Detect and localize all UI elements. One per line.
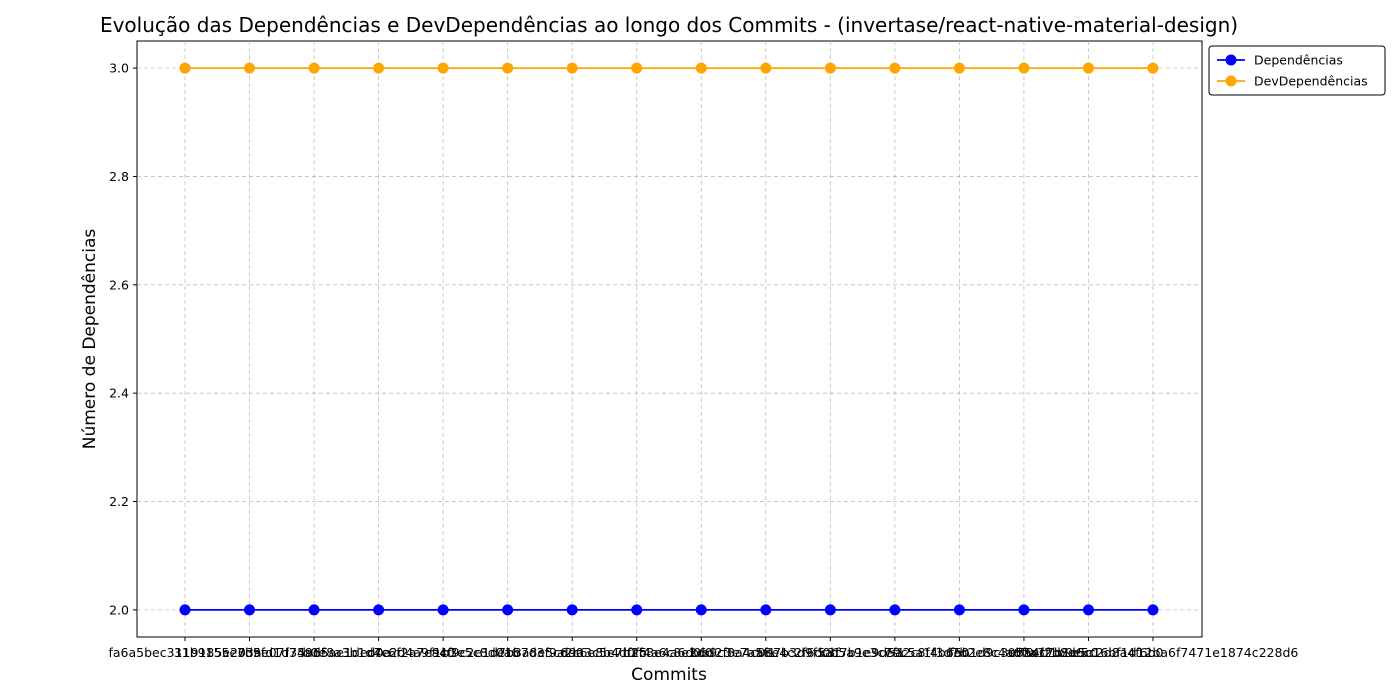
y-tick-label: 2.6 — [109, 277, 129, 292]
y-axis-label: Número de Dependências — [80, 229, 100, 450]
data-point-0 — [308, 604, 320, 616]
data-point-1 — [889, 62, 901, 74]
data-point-1 — [502, 62, 514, 74]
data-point-0 — [1082, 604, 1094, 616]
x-tick-label: 0b5ec7b1e5c16bf1d12ba6f7471e1874c228d6 — [1008, 645, 1299, 660]
x-tick-label: a4f9c2e1d7b3a8e5c6d0 — [432, 645, 584, 660]
x-tick-label: a8e4c2f6d0b5a9e3c7f1 — [756, 645, 905, 660]
data-point-0 — [889, 604, 901, 616]
data-point-1 — [179, 62, 191, 74]
data-point-1 — [373, 62, 385, 74]
series-layer — [179, 62, 1159, 616]
legend-label-0: Dependências — [1254, 53, 1343, 68]
data-point-1 — [824, 62, 836, 74]
y-tick-label: 2.4 — [109, 386, 129, 401]
x-tick-label: d9a3c5e7b1f4a6c8e2d0 — [561, 645, 713, 660]
y-tick-label: 2.8 — [109, 169, 129, 184]
x-tick-label: f5b1d9c3e7a4f2b8d6c0 — [949, 645, 1098, 660]
x-axis-label: Commits — [631, 665, 707, 685]
data-point-0 — [1018, 604, 1030, 616]
legend-marker-1 — [1225, 75, 1237, 87]
x-tick-label: fa6a5bec3119185e203a — [108, 645, 261, 660]
x-tick-label: e9c5a1f3d7b2e8c4a6f0 — [885, 645, 1034, 660]
data-point-0 — [502, 604, 514, 616]
plot-area — [136, 40, 1203, 638]
legend: Dependências DevDependências — [1208, 45, 1386, 96]
data-point-0 — [1147, 604, 1159, 616]
x-axis-ticks: fa6a5bec3119185e203a31b9155e7d9e07f7496f… — [108, 637, 1298, 660]
data-point-0 — [244, 604, 256, 616]
x-tick-label: 31b9155e7d9e07f7496f — [174, 645, 326, 660]
data-point-1 — [760, 62, 772, 74]
y-axis-ticks: 2.0 2.2 2.4 2.6 2.8 3.0 — [109, 61, 137, 617]
y-tick-label: 2.0 — [109, 602, 129, 617]
legend-box — [1208, 45, 1386, 96]
data-point-1 — [695, 62, 707, 74]
data-point-0 — [695, 604, 707, 616]
x-tick-label: b6d2f8a4c0e7b3d9f5a1 — [691, 645, 841, 660]
legend-marker-0 — [1225, 54, 1237, 66]
data-point-0 — [760, 604, 772, 616]
data-point-0 — [373, 604, 385, 616]
chart-title: Evolução das Dependências e DevDependênc… — [100, 13, 1238, 37]
x-tick-label: d7a3f1b9e5c2d8a4f6b0 — [1013, 645, 1163, 660]
data-point-0 — [631, 604, 643, 616]
legend-label-1: DevDependências — [1254, 74, 1368, 89]
data-point-1 — [244, 62, 256, 74]
x-tick-label: c3f7b1e9d5a2c8f4b6e0 — [820, 645, 969, 660]
y-tick-label: 3.0 — [109, 61, 129, 76]
grid-lines — [137, 41, 1202, 637]
x-tick-label: c7e2d4a9f1b3e5c8d0a6 — [367, 645, 519, 660]
data-point-1 — [953, 62, 965, 74]
x-tick-label: 3b5fd1d35ad5ae1ded0a — [237, 645, 391, 660]
y-tick-label: 2.2 — [109, 494, 129, 509]
data-point-0 — [566, 604, 578, 616]
data-point-0 — [437, 604, 449, 616]
x-tick-label: b0e8a3b1d4c6f2a7e9c0 — [303, 645, 455, 660]
data-point-0 — [179, 604, 191, 616]
data-point-1 — [1082, 62, 1094, 74]
data-point-0 — [953, 604, 965, 616]
data-point-1 — [1018, 62, 1030, 74]
data-point-1 — [1147, 62, 1159, 74]
data-point-1 — [631, 62, 643, 74]
x-tick-label: e1b7d3f9a2c6e8b4d0f5 — [497, 645, 647, 660]
data-point-1 — [308, 62, 320, 74]
data-point-1 — [437, 62, 449, 74]
x-tick-label: f2c8e4a6d0b9c3e7a5f1 — [627, 645, 776, 660]
data-point-0 — [824, 604, 836, 616]
data-point-1 — [566, 62, 578, 74]
